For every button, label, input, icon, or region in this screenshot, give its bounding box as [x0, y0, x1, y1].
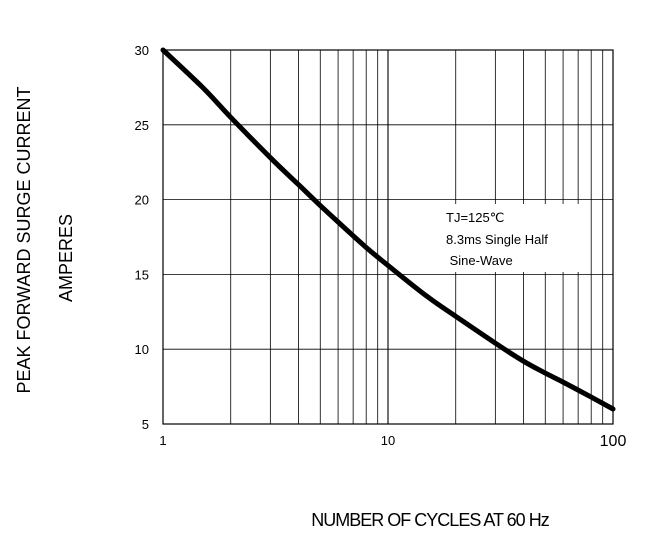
annotation-line: TJ=125℃ [446, 210, 504, 225]
y-tick-label: 20 [135, 193, 149, 208]
y-tick-label: 30 [135, 43, 149, 58]
x-tick-label: 100 [600, 433, 627, 450]
y-tick-label: 25 [135, 118, 149, 133]
y-axis-title-line: AMPERES [56, 214, 76, 302]
y-tick-labels: 5 10 15 20 25 30 [135, 43, 149, 432]
y-axis-title: PEAK FORWARD SURGE CURRENT AMPERES [14, 86, 76, 393]
y-tick-label: 10 [135, 342, 149, 357]
series-line [160, 47, 616, 412]
x-axis-title: NUMBER OF CYCLES AT 60 Hz [311, 510, 549, 530]
annotation-line: 8.3ms Single Half [446, 232, 548, 247]
x-tick-label: 10 [381, 433, 395, 448]
annotation-background [440, 204, 590, 272]
annotation-box: TJ=125℃ 8.3ms Single Half Sine-Wave [440, 204, 590, 272]
annotation-line: Sine-Wave [446, 253, 513, 268]
x-tick-label: 1 [159, 433, 166, 448]
y-axis-title-line: PEAK FORWARD SURGE CURRENT [14, 86, 34, 393]
x-tick-labels: 1 10 100 [159, 433, 626, 450]
y-tick-label: 5 [142, 417, 149, 432]
plot-frame [162, 49, 614, 425]
y-tick-label: 15 [135, 267, 149, 282]
